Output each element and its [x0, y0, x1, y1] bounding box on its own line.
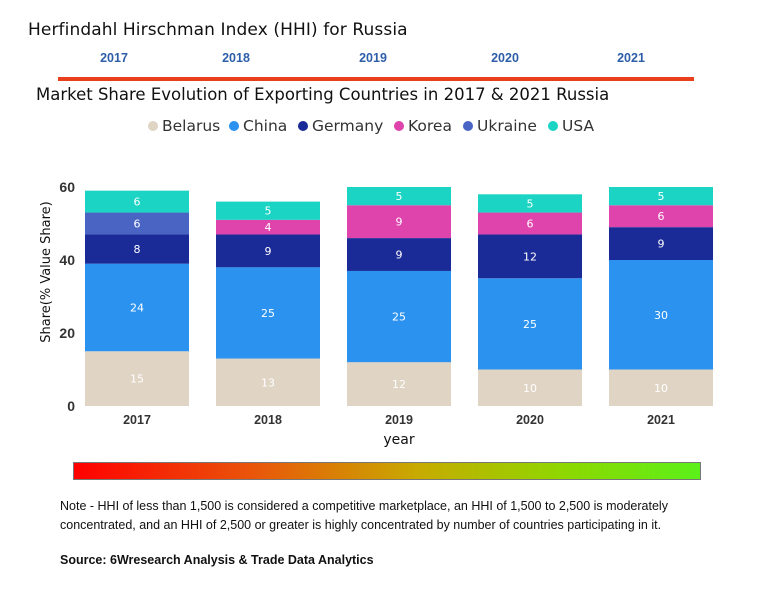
bar-segment-usa [85, 190, 189, 213]
bar-segment-china [85, 263, 189, 352]
hhi-year-label: 2020 [491, 51, 519, 65]
legend-label: Germany [312, 117, 384, 135]
legend-item-china: China [229, 117, 287, 135]
x-tick-label: 2020 [516, 413, 544, 427]
legend-item-belarus: Belarus [148, 117, 220, 135]
bar-data-label: 25 [261, 307, 275, 320]
bar-data-label: 5 [265, 205, 272, 218]
bar-segments [85, 187, 713, 406]
bar-segment-germany [609, 227, 713, 260]
bar-segment-china [347, 270, 451, 363]
hhi-year-strip: 2017 2018 2019 2020 2021 [0, 51, 774, 67]
x-tick-label: 2017 [123, 413, 151, 427]
hhi-year-label: 2021 [617, 51, 645, 65]
hhi-year-label: 2017 [100, 51, 128, 65]
bar-data-label: 4 [265, 221, 272, 234]
bar-segment-belarus [478, 369, 582, 406]
legend-item-usa: USA [548, 117, 594, 135]
hhi-year-label: 2018 [222, 51, 250, 65]
bar-data-label: 9 [265, 245, 272, 258]
footnote: Note - HHI of less than 1,500 is conside… [60, 499, 668, 532]
bar-data-label: 6 [134, 196, 141, 209]
chart-title: Market Share Evolution of Exporting Coun… [36, 85, 610, 104]
legend-swatch-belarus [148, 121, 158, 131]
bar-data-label: 10 [523, 382, 537, 395]
y-tick-label: 20 [59, 325, 75, 341]
x-tick-label: 2021 [647, 413, 675, 427]
legend-label: Korea [408, 117, 452, 135]
bar-data-labels: 15 24 8 6 6 13 25 9 4 5 12 25 9 9 5 10 25 12 6 5 10 30 9 6 5 [130, 190, 668, 395]
bar-data-label: 24 [130, 301, 144, 314]
legend-label: USA [562, 117, 595, 135]
legend-swatch-usa [548, 121, 558, 131]
bar-segment-korea [216, 219, 320, 235]
bar-segment-korea [609, 205, 713, 228]
x-tick-label: 2018 [254, 413, 282, 427]
bar-segment-belarus [609, 369, 713, 406]
hhi-divider-rule [58, 77, 694, 81]
bar-segment-ukraine [85, 212, 189, 235]
legend-item-ukraine: Ukraine [463, 117, 537, 135]
legend-swatch-korea [394, 121, 404, 131]
bar-data-label: 9 [658, 238, 665, 251]
bar-data-label: 30 [654, 309, 668, 322]
bar-segment-usa [347, 187, 451, 206]
x-axis-label: year [383, 432, 414, 448]
x-tick-label: 2019 [385, 413, 413, 427]
bar-segment-germany [216, 234, 320, 268]
bar-data-label: 12 [392, 378, 406, 391]
x-axis-ticks: 2017 2018 2019 2020 2021 [123, 413, 675, 427]
legend-item-germany: Germany [298, 117, 383, 135]
chart-legend: Belarus China Germany Korea Ukraine USA [0, 117, 774, 139]
bar-segment-korea [347, 205, 451, 239]
legend-label: Belarus [162, 117, 221, 135]
hhi-title: Herfindahl Hirschman Index (HHI) for Rus… [28, 20, 408, 40]
bar-data-label: 10 [654, 382, 668, 395]
bar-data-label: 6 [134, 218, 141, 231]
y-axis-label: Share(% Value Share) [39, 201, 54, 343]
legend-label: Ukraine [477, 117, 537, 135]
bar-segment-germany [478, 234, 582, 279]
bar-data-label: 25 [392, 311, 406, 324]
bar-data-label: 6 [658, 210, 665, 223]
bar-segment-korea [478, 212, 582, 235]
bar-segment-belarus [347, 362, 451, 406]
hhi-color-scale [73, 462, 701, 480]
bar-segment-usa [609, 187, 713, 206]
bar-segment-usa [216, 201, 320, 220]
hhi-year-label: 2019 [359, 51, 387, 65]
bar-segment-germany [85, 234, 189, 264]
legend-item-korea: Korea [394, 117, 452, 135]
bar-data-label: 6 [527, 218, 534, 231]
bar-segment-usa [478, 194, 582, 213]
bar-segment-germany [347, 238, 451, 271]
legend-swatch-china [229, 121, 239, 131]
y-tick-label: 0 [67, 398, 75, 414]
source-note: Source: 6Wresearch Analysis & Trade Data… [60, 553, 374, 567]
y-tick-label: 40 [59, 252, 75, 268]
bar-data-label: 15 [130, 373, 144, 386]
bar-segment-china [609, 260, 713, 370]
bar-segment-china [216, 267, 320, 359]
bar-data-label: 9 [396, 216, 403, 229]
bar-data-label: 9 [396, 249, 403, 262]
bar-data-label: 5 [527, 197, 534, 210]
bar-data-label: 13 [261, 376, 275, 389]
stacked-bar-chart: 15 24 8 6 6 13 25 9 4 5 12 25 9 9 5 10 25 12 6 5 10 30 9 6 5 0 20… [39, 179, 713, 448]
bar-data-label: 5 [396, 190, 403, 203]
legend-label: China [243, 117, 288, 135]
bar-segment-belarus [216, 358, 320, 406]
bar-segment-china [478, 278, 582, 370]
bar-data-label: 12 [523, 250, 537, 263]
bar-data-label: 8 [134, 243, 141, 256]
bar-data-label: 5 [658, 190, 665, 203]
legend-swatch-ukraine [463, 121, 473, 131]
bar-segment-belarus [85, 351, 189, 406]
legend-swatch-germany [298, 121, 308, 131]
bar-data-label: 25 [523, 318, 537, 331]
y-tick-label: 60 [59, 179, 75, 195]
y-axis-ticks: 0 20 40 60 [59, 179, 75, 414]
